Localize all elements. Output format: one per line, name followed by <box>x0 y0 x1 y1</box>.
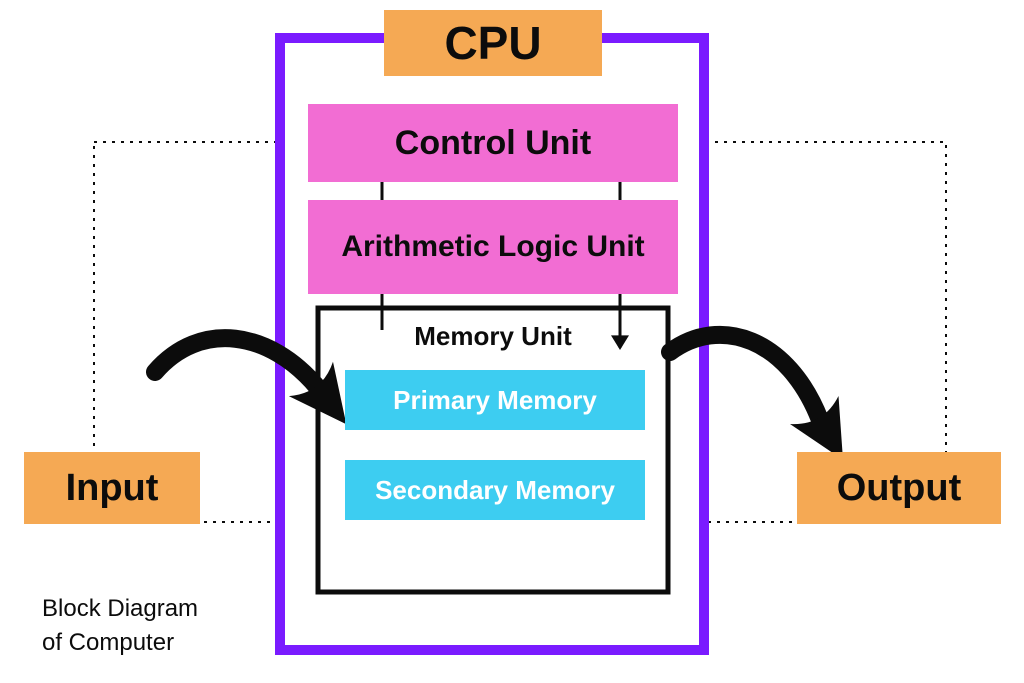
input-box: Input <box>24 452 200 524</box>
primary-memory-box: Primary Memory <box>345 370 645 430</box>
diagram-caption: Block Diagram of Computer <box>42 592 198 660</box>
secondary-memory-box: Secondary Memory <box>345 460 645 520</box>
control-unit-box: Control Unit <box>308 104 678 182</box>
output-box: Output <box>797 452 1001 524</box>
memory-unit-label: Memory Unit <box>318 318 668 354</box>
caption-line1: Block Diagram <box>42 592 198 626</box>
alu-box: Arithmetic Logic Unit <box>308 200 678 294</box>
caption-line2: of Computer <box>42 626 198 660</box>
cpu-label-box: CPU <box>384 10 602 76</box>
